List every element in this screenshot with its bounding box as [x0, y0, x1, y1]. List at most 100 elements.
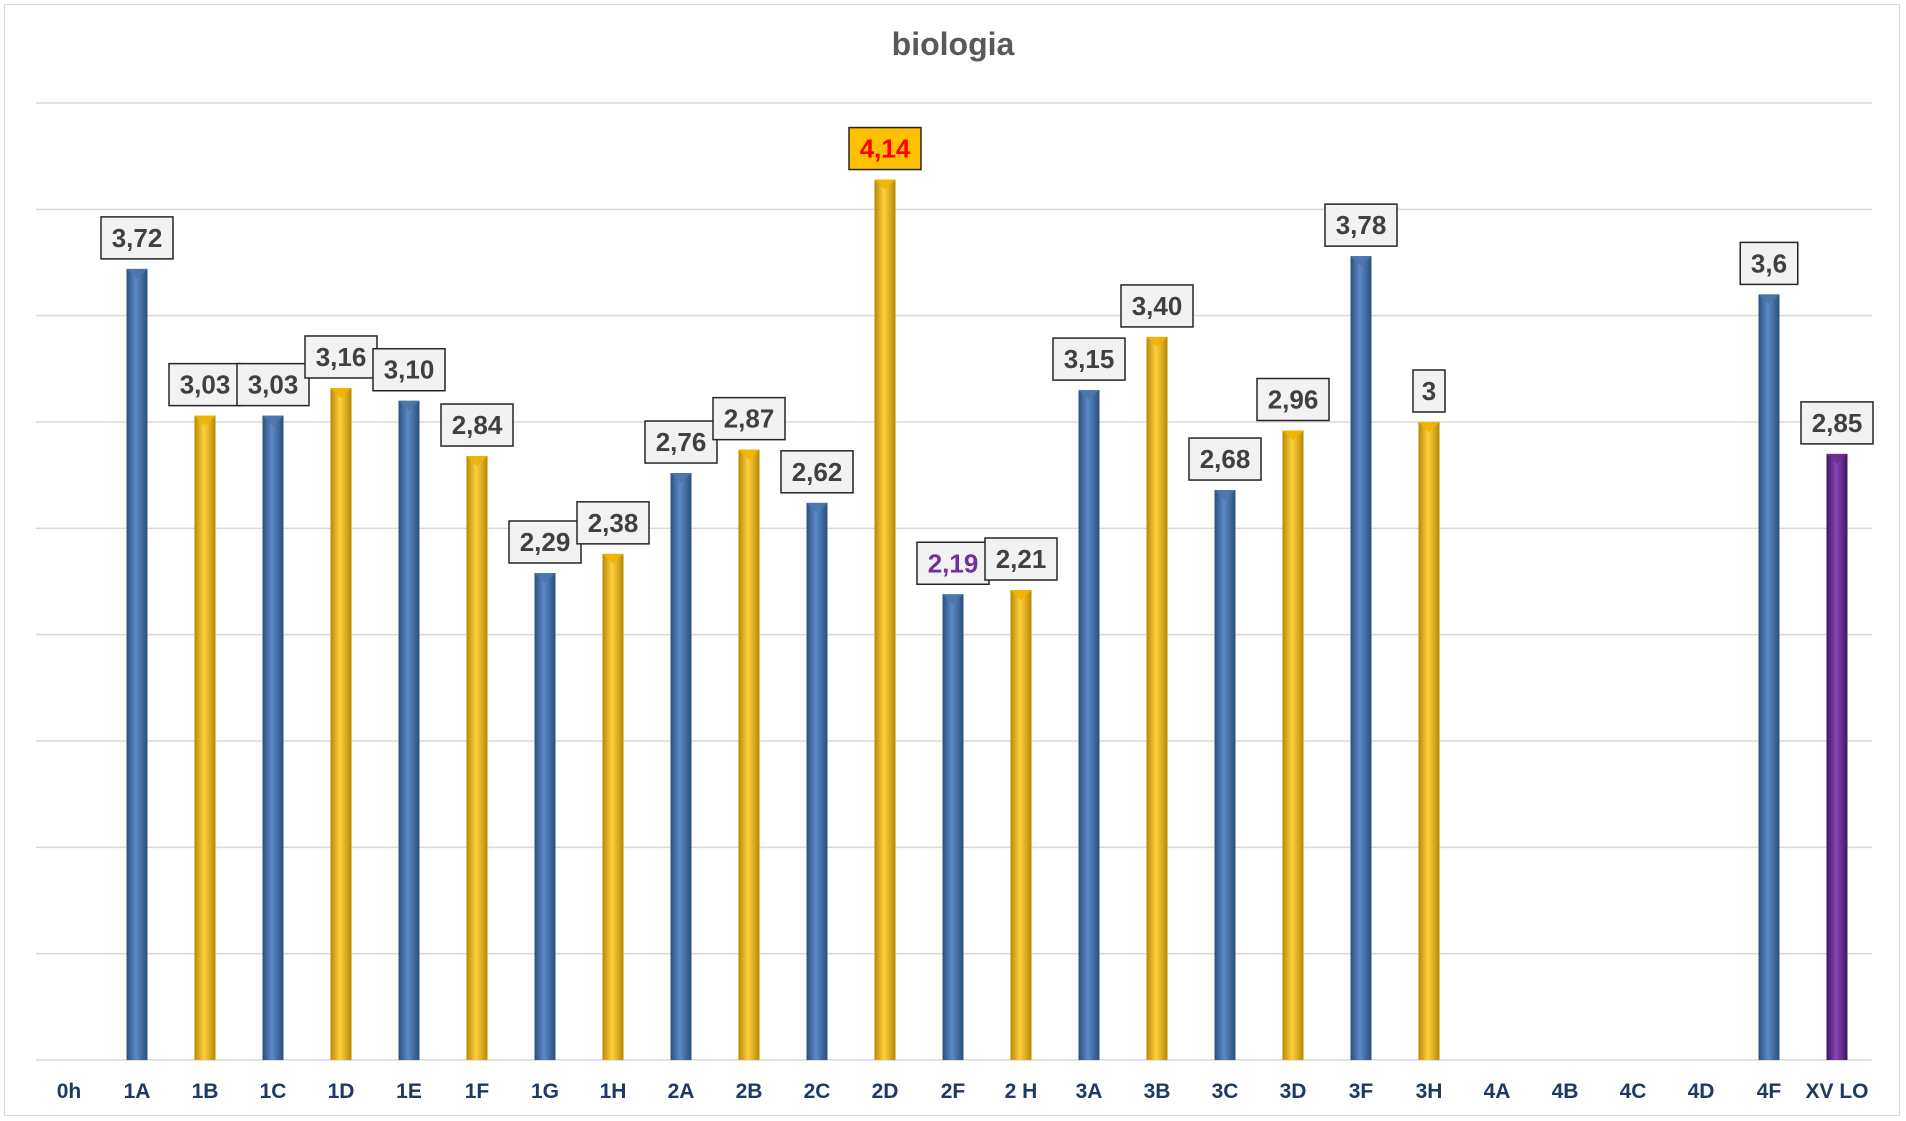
data-label: 3,6: [1739, 241, 1799, 286]
x-tick-label: 3F: [1349, 1080, 1374, 1103]
bar-bevel: [1350, 256, 1372, 267]
data-label: 3,10: [372, 347, 446, 392]
bar-bevel: [330, 387, 352, 398]
data-label-box: [168, 362, 242, 407]
chart-title: biologia: [891, 26, 1015, 62]
bar: [1282, 430, 1304, 1060]
x-tick-label: 2C: [804, 1080, 831, 1103]
bar-bevel: [1214, 490, 1236, 501]
bar-bevel: [126, 268, 148, 279]
bar-bevel: [670, 473, 692, 484]
bar-bevel: [398, 400, 420, 411]
data-label-box: [1120, 284, 1194, 328]
data-label: 3,40: [1120, 284, 1194, 328]
data-label-value: 2,21: [996, 544, 1047, 574]
data-label-box: [848, 126, 922, 171]
x-tick-label: 3D: [1280, 1080, 1307, 1103]
data-label-value: 2,96: [1268, 385, 1319, 415]
data-label: 3: [1412, 369, 1446, 413]
bar-bevel: [534, 572, 556, 583]
data-label: 3,03: [236, 362, 310, 407]
bar-bevel: [942, 594, 964, 605]
data-label-box: [1412, 369, 1446, 413]
x-tick-label: 2B: [736, 1080, 763, 1103]
bar-bevel: [1826, 453, 1848, 464]
bar-bevel: [874, 179, 896, 190]
x-tick-label: 3H: [1416, 1080, 1443, 1103]
data-label: 2,96: [1256, 377, 1330, 422]
data-label-value: 3,78: [1336, 210, 1387, 240]
bar: [330, 387, 352, 1060]
bar-bevel: [1758, 294, 1780, 305]
data-label-value: 2,29: [520, 527, 571, 557]
x-tick-label: 1A: [124, 1080, 151, 1103]
bar: [466, 456, 488, 1060]
bar: [1418, 422, 1440, 1060]
data-label-box: [372, 347, 446, 392]
data-label-value: 2,85: [1812, 408, 1863, 438]
data-label: 2,38: [576, 501, 650, 545]
data-label: 2,62: [780, 450, 854, 494]
x-tick-label: 1E: [396, 1080, 422, 1103]
data-label-box: [304, 335, 378, 379]
data-label-value: 2,76: [656, 427, 707, 457]
x-tick-label: 4D: [1688, 1080, 1715, 1103]
data-label: 3,78: [1324, 203, 1398, 247]
x-tick-label: 4F: [1757, 1080, 1782, 1103]
bar-bevel: [602, 553, 624, 564]
bar: [602, 553, 624, 1060]
x-tick-label: 2D: [872, 1080, 899, 1103]
bar: [670, 473, 692, 1060]
x-tick-label: 1F: [465, 1080, 490, 1103]
bar-bevel: [738, 449, 760, 460]
data-label: 2,84: [440, 403, 514, 447]
data-label-box: [1739, 241, 1799, 286]
data-label-value: 3,16: [316, 342, 367, 372]
bar: [534, 572, 556, 1060]
x-tick-label: 1G: [531, 1080, 559, 1103]
bar: [806, 502, 828, 1060]
data-label-value: 2,62: [792, 457, 843, 487]
data-label-box: [1324, 203, 1398, 247]
bar: [398, 400, 420, 1060]
x-tick-label: 2 H: [1005, 1080, 1038, 1103]
data-label-box: [712, 396, 786, 441]
data-label: 2,85: [1800, 401, 1874, 445]
bar: [1146, 336, 1168, 1060]
bar: [126, 268, 148, 1060]
bar-bevel: [466, 456, 488, 467]
data-labels: 3,72 3,03 3,03 3,16 3,10 2,84 2,29 2,38 2,76 2,87…: [100, 126, 1874, 586]
data-label-box: [1188, 437, 1262, 481]
bar: [1010, 590, 1032, 1060]
data-label: 2,19: [916, 541, 990, 586]
data-label-value: 4,14: [860, 134, 911, 164]
data-label-value: 3: [1422, 376, 1436, 406]
data-label: 3,03: [168, 362, 242, 407]
data-label: 2,87: [712, 396, 786, 441]
data-label: 4,14: [848, 126, 922, 171]
bar: [1826, 453, 1848, 1060]
data-label-value: 3,10: [384, 355, 435, 385]
bar-bevel: [1418, 422, 1440, 432]
bar: [262, 415, 284, 1060]
data-label-box: [1800, 401, 1874, 445]
data-label-box: [576, 501, 650, 545]
data-label-value: 3,15: [1064, 344, 1115, 374]
x-tick-label: 1H: [600, 1080, 627, 1103]
bar: [1214, 490, 1236, 1060]
data-label: 2,68: [1188, 437, 1262, 481]
data-label-box: [644, 420, 718, 464]
data-label-value: 3,6: [1751, 248, 1787, 278]
bars: [126, 179, 1848, 1061]
x-tick-label: 1B: [192, 1080, 219, 1103]
data-label-box: [780, 450, 854, 494]
bar: [738, 449, 760, 1060]
x-tick-label: 1D: [328, 1080, 355, 1103]
x-tick-label: 1C: [260, 1080, 287, 1103]
x-axis-tick-labels: 0h 1A 1B 1C 1D 1E 1F 1G 1H 2A 2B 2C 2D 2F 2 H 3A 3B 3C 3D 3…: [57, 1080, 1869, 1103]
bar: [194, 415, 216, 1060]
data-label: 3,16: [304, 335, 378, 379]
x-tick-label: 3B: [1144, 1080, 1171, 1103]
bar: [874, 179, 896, 1060]
bar: [942, 594, 964, 1060]
